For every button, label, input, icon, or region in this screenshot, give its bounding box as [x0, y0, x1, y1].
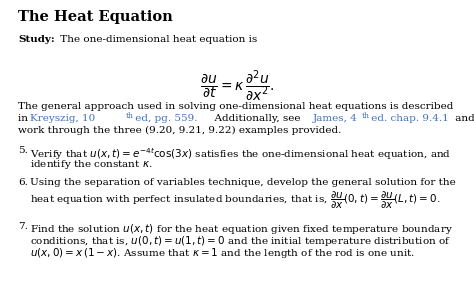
Text: Kreyszig, 10: Kreyszig, 10	[30, 114, 95, 123]
Text: th: th	[362, 112, 370, 120]
Text: 7.: 7.	[18, 222, 28, 231]
Text: heat equation with perfect insulated boundaries, that is, $\dfrac{\partial u}{\p: heat equation with perfect insulated bou…	[30, 190, 440, 211]
Text: Find the solution $u(x, t)$ for the heat equation given fixed temperature bounda: Find the solution $u(x, t)$ for the heat…	[30, 222, 453, 236]
Text: Using the separation of variables technique, develop the general solution for th: Using the separation of variables techni…	[30, 178, 456, 187]
Text: 6.: 6.	[18, 178, 28, 187]
Text: work through the three (9.20, 9.21, 9.22) examples provided.: work through the three (9.20, 9.21, 9.22…	[18, 126, 341, 135]
Text: $\dfrac{\partial u}{\partial t} = \kappa\,\dfrac{\partial^2 u}{\partial x^2}.$: $\dfrac{\partial u}{\partial t} = \kappa…	[200, 68, 274, 104]
Text: 5.: 5.	[18, 146, 28, 155]
Text: The one-dimensional heat equation is: The one-dimensional heat equation is	[57, 35, 257, 44]
Text: ed, pg. 559.: ed, pg. 559.	[132, 114, 198, 123]
Text: and: and	[452, 114, 474, 123]
Text: The Heat Equation: The Heat Equation	[18, 10, 173, 24]
Text: James, 4: James, 4	[313, 114, 358, 123]
Text: in: in	[18, 114, 31, 123]
Text: conditions, that is, $u(0, t) = u(1, t) = 0$ and the initial temperature distrib: conditions, that is, $u(0, t) = u(1, t) …	[30, 234, 451, 248]
Text: Study:: Study:	[18, 35, 55, 44]
Text: $u(x, 0) = x\,(1 - x)$. Assume that $\kappa = 1$ and the length of the rod is on: $u(x, 0) = x\,(1 - x)$. Assume that $\ka…	[30, 246, 415, 260]
Text: Verify that $u(x, t) = e^{-4t}\cos(3x)$ satisfies the one-dimensional heat equat: Verify that $u(x, t) = e^{-4t}\cos(3x)$ …	[30, 146, 451, 162]
Text: identify the constant $\kappa$.: identify the constant $\kappa$.	[30, 158, 153, 171]
Text: ed. chap. 9.4.1: ed. chap. 9.4.1	[368, 114, 449, 123]
Text: Additionally, see: Additionally, see	[208, 114, 304, 123]
Text: The general approach used in solving one-dimensional heat equations is described: The general approach used in solving one…	[18, 102, 453, 111]
Text: th: th	[126, 112, 134, 120]
